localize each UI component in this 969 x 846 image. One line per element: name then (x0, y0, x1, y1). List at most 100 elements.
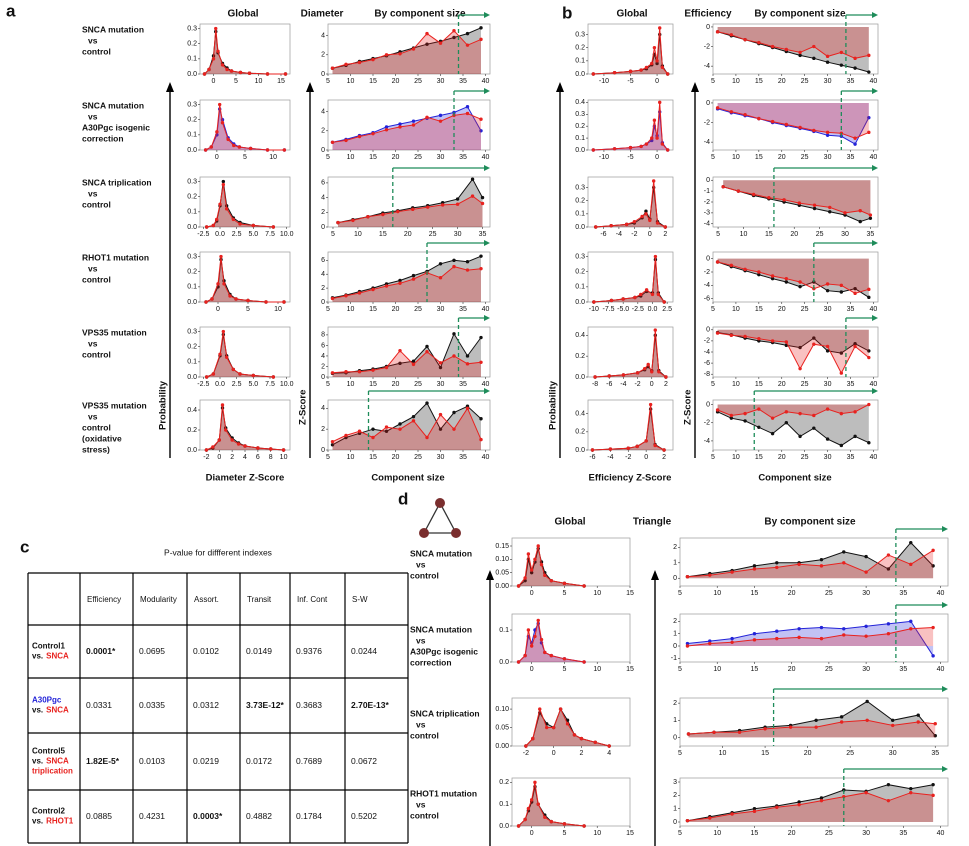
panel-title: Triangle (633, 517, 672, 528)
row-name-part: Control5 (32, 747, 65, 756)
series-point (819, 625, 824, 630)
x-tick-label: 0 (655, 78, 659, 85)
x-tick-label: -10 (599, 154, 609, 161)
series-point (533, 780, 537, 785)
series-point (357, 134, 362, 139)
series-point (330, 443, 335, 447)
series-point (523, 576, 527, 580)
series-point (931, 793, 935, 798)
series-point (551, 725, 556, 730)
x-tick-label: 5 (246, 306, 250, 313)
series-point (562, 822, 567, 826)
series-area (593, 102, 668, 150)
row-label: vs (88, 35, 98, 45)
x-tick-label: 25 (801, 381, 809, 388)
x-tick-label: 5.0 (248, 231, 258, 238)
y-tick-label: -2 (704, 420, 710, 427)
x-tick-label: 10 (347, 306, 355, 313)
plot-frame (327, 326, 491, 378)
x-tick-label: 40 (870, 306, 878, 313)
panel-title: By component size (374, 9, 466, 20)
series-point (864, 554, 868, 559)
series-point (644, 439, 648, 443)
series-area (717, 258, 869, 298)
series-point (639, 292, 643, 297)
series-point (524, 744, 528, 748)
series-point (480, 195, 485, 200)
table-cell: 2.70E-13* (351, 700, 389, 710)
series-point (425, 435, 429, 440)
series-point (282, 300, 286, 304)
x-tick-label: 30 (437, 454, 445, 461)
y-tick-label: 4 (321, 108, 325, 115)
series-point (465, 43, 470, 47)
series-point (438, 365, 443, 370)
row-name-part: SNCA (46, 652, 69, 661)
x-tick-label: 35 (847, 154, 855, 161)
x-tick-label: 7.5 (265, 231, 275, 238)
series-point (797, 627, 801, 631)
x-tick-label: -2.5 (197, 381, 209, 388)
series-point (216, 49, 220, 53)
series-area (717, 26, 869, 59)
series-point (330, 296, 335, 301)
y-tick-label: 0.4 (187, 407, 197, 414)
series-area (338, 179, 483, 227)
series-point (784, 122, 789, 127)
series-point (660, 142, 665, 146)
series-point (658, 26, 662, 30)
panel-title: Global (616, 9, 647, 20)
series-point (763, 727, 767, 731)
x-tick-label: 5 (243, 154, 247, 161)
series-point (798, 345, 802, 350)
series-point (853, 434, 857, 439)
series-point (621, 297, 625, 301)
y-tick-label: 0.4 (575, 332, 585, 339)
y-tick-label: 0.0 (575, 71, 585, 78)
series-point (231, 367, 236, 372)
axis-arrows (166, 82, 699, 846)
series-point (226, 137, 230, 142)
y-tick-label: 4 (321, 194, 325, 201)
series-point (853, 56, 857, 61)
plot-frame (712, 99, 879, 151)
series-line (717, 31, 869, 59)
y-tick-label: 0.3 (575, 111, 585, 118)
series-point (237, 145, 242, 149)
plot-frame (199, 251, 291, 303)
series-point (729, 110, 734, 114)
series-point (853, 136, 857, 140)
y-tick-label: 0.1 (575, 211, 585, 218)
series-point (825, 344, 830, 349)
series-point (635, 371, 640, 375)
series-point (216, 282, 220, 286)
series-point (867, 53, 871, 58)
y-tick-label: 0.2 (187, 194, 197, 201)
x-tick-label: 10 (740, 231, 748, 238)
table-cell: 1.82E-5* (86, 756, 120, 766)
y-tick-label: 6 (321, 180, 325, 187)
series-point (452, 35, 456, 40)
series-point (814, 718, 818, 722)
table-cell: 0.0001* (86, 646, 116, 656)
table-header: Modularity (140, 595, 177, 604)
x-tick-label: 20 (778, 154, 786, 161)
series-point (788, 725, 793, 729)
series-area (687, 550, 934, 579)
row-label: RHOT1 mutation (82, 252, 149, 262)
series-point (516, 660, 521, 664)
x-tick-label: 0 (530, 666, 534, 673)
plot-frame (679, 777, 949, 827)
series-point (819, 798, 824, 803)
series-point (440, 203, 445, 207)
series-area (332, 30, 481, 74)
series-point (591, 148, 596, 152)
y-tick-label: 0.2 (575, 429, 585, 436)
series-area (206, 259, 284, 302)
x-tick-label: 10 (732, 154, 740, 161)
series-line (717, 108, 870, 145)
x-tick-label: 25 (414, 454, 422, 461)
series-area (595, 330, 666, 377)
y-tick-label: -2 (704, 269, 710, 276)
series-point (775, 636, 779, 641)
